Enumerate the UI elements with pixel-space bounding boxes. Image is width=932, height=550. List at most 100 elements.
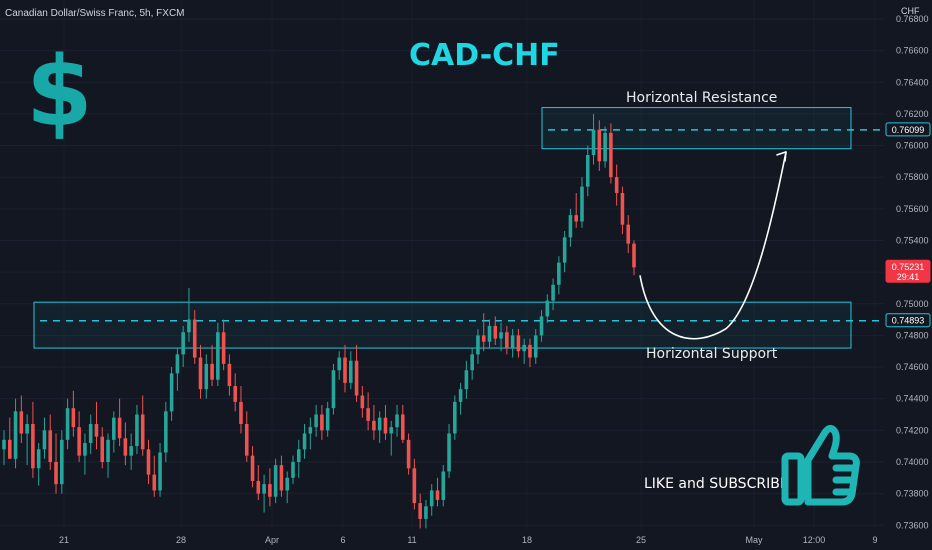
candle-down	[77, 427, 81, 456]
candle-down	[48, 430, 53, 462]
candles-layer	[2, 113, 636, 529]
y-tick-label: 0.74200	[896, 425, 929, 435]
candle-up	[591, 129, 596, 156]
candle-up	[603, 132, 607, 162]
candle-down	[210, 363, 214, 380]
candle-up	[158, 452, 162, 491]
candle-down	[632, 243, 636, 268]
projection-layer	[639, 151, 787, 340]
x-tick-label: 12:00	[803, 535, 826, 545]
candle-down	[493, 325, 498, 339]
candle-up	[106, 439, 110, 462]
candle-down	[54, 461, 58, 485]
support-zone	[33, 301, 852, 349]
y-tick-label: 0.75400	[896, 235, 929, 245]
candle-up	[13, 411, 18, 459]
y-tick-label: 0.74800	[896, 330, 929, 340]
candle-down	[412, 468, 417, 504]
zones-layer	[33, 107, 884, 349]
candle-up	[216, 332, 220, 380]
candle-up	[42, 430, 47, 450]
candle-up	[291, 461, 295, 478]
current-price-badge	[885, 259, 931, 283]
currency-label: CHF	[901, 6, 920, 16]
candle-up	[458, 389, 463, 402]
candle-up	[377, 417, 382, 431]
candle-up	[487, 325, 492, 342]
candle-up	[470, 354, 474, 371]
candle-up	[447, 433, 451, 472]
candle-up	[568, 215, 573, 238]
candle-down	[383, 417, 388, 434]
cta-text: LIKE and SUBSCRIBE	[644, 476, 789, 492]
support-badge-text: 0.74893	[892, 316, 925, 326]
candle-down	[354, 360, 359, 396]
current-price-badge-text: 0.75231	[892, 262, 925, 272]
candle-up	[539, 316, 544, 336]
candle-up	[262, 484, 266, 494]
candle-up	[557, 262, 561, 285]
support-badge	[885, 313, 931, 328]
support-label: Horizontal Support	[646, 346, 778, 362]
candle-down	[192, 319, 197, 358]
candle-up	[441, 471, 446, 500]
candle-down	[7, 439, 12, 459]
candle-up	[65, 408, 70, 440]
candle-down	[481, 335, 486, 342]
candle-down	[435, 490, 440, 500]
candle-up	[585, 155, 590, 187]
candle-up	[83, 442, 87, 456]
candle-up	[308, 427, 313, 434]
candle-down	[516, 335, 521, 352]
y-tick-label: 0.75600	[896, 204, 929, 214]
dollar-sign-icon: $	[26, 36, 93, 148]
candle-up	[25, 424, 29, 434]
candle-up	[453, 401, 457, 434]
y-tick-label: 0.74000	[896, 457, 929, 467]
projection-arrow	[639, 151, 787, 340]
candle-up	[429, 490, 434, 507]
candle-down	[227, 363, 232, 387]
resistance-zone	[541, 107, 852, 150]
resistance-label: Horizontal Resistance	[626, 90, 778, 106]
candle-up	[302, 433, 307, 450]
chart-title: CAD-CHF	[409, 38, 560, 73]
candle-up	[60, 439, 64, 485]
y-tick-label: 0.76200	[896, 109, 929, 119]
candle-down	[71, 408, 76, 428]
candle-down	[244, 424, 249, 456]
time-axis: 21 28 Apr 6 11 18 25 May 12:00 9	[59, 535, 878, 545]
y-tick-label: 0.76400	[896, 77, 929, 87]
candle-up	[551, 284, 555, 301]
candle-down	[19, 411, 24, 434]
x-tick-label: Apr	[265, 535, 279, 545]
x-tick-label: 11	[407, 535, 416, 545]
candle-up	[510, 335, 515, 349]
y-tick-label: 0.75000	[896, 299, 929, 309]
candle-down	[250, 455, 255, 481]
y-tick-label: 0.73600	[896, 520, 929, 530]
candle-up	[135, 414, 139, 447]
candle-up	[175, 354, 180, 374]
x-tick-label: 25	[636, 535, 646, 545]
candle-up	[36, 449, 41, 469]
x-tick-label: 18	[522, 535, 532, 545]
candle-down	[198, 357, 203, 390]
candle-down	[505, 332, 509, 349]
candle-up	[348, 360, 353, 383]
symbol-info: Canadian Dollar/Swiss Franc, 5h, FXCM	[5, 8, 185, 19]
candle-down	[343, 357, 347, 383]
candle-up	[325, 408, 330, 431]
candle-up	[112, 417, 116, 440]
candle-down	[620, 193, 625, 225]
candle-down	[320, 414, 324, 431]
candle-up	[562, 237, 567, 263]
candle-up	[533, 335, 538, 358]
candle-down	[146, 449, 151, 475]
candle-down	[406, 439, 411, 469]
candle-down	[117, 417, 122, 439]
candle-up	[395, 414, 399, 428]
thumbs-up-icon	[780, 420, 860, 514]
